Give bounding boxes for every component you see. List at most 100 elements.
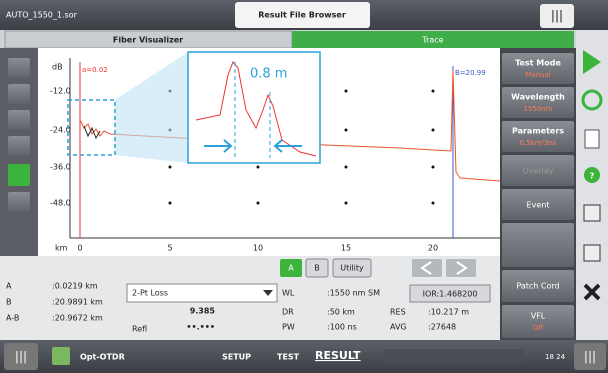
x-tick-label: 5 (167, 244, 172, 253)
dropdown-arrow (263, 290, 273, 296)
loss-value: 9.385 (190, 307, 216, 316)
setting-label: WL (282, 289, 295, 298)
x-tick-label: 10 (253, 244, 263, 253)
menu-icon: ||| (551, 9, 563, 23)
zoom-in[interactable] (8, 58, 30, 78)
marker-b-label: B (314, 264, 320, 273)
cursor-a-label: a=0.02 (82, 66, 108, 74)
setting-label: DR (282, 308, 294, 317)
side-button-label: Wavelength (511, 93, 565, 102)
side-button[interactable] (502, 121, 574, 152)
side-button-value: 0.5km/3ns (520, 139, 557, 147)
y-tick-label: -36.0 (50, 163, 71, 172)
side-button[interactable] (502, 189, 574, 220)
cursor-b-label: B=20.99 (455, 69, 486, 77)
next-button[interactable] (446, 259, 476, 277)
mode-label: 2-Pt Loss (132, 289, 168, 298)
zoom-distance: 0.8 m (250, 67, 287, 82)
setting-value: :50 km (327, 308, 355, 317)
file-name: AUTO_1550_1.sor (6, 11, 78, 20)
trace-noise (83, 125, 101, 140)
side-button-label: Parameters (512, 127, 564, 136)
close-icon[interactable] (583, 283, 601, 301)
menu-item[interactable]: SETUP (222, 353, 251, 362)
menu-item-active[interactable]: RESULT (315, 349, 361, 362)
zoom-out[interactable] (8, 84, 30, 104)
report-icon[interactable] (584, 129, 600, 149)
side-button-value: Off (533, 324, 544, 332)
load-icon[interactable] (583, 204, 601, 222)
x-tick-label: 15 (341, 244, 351, 253)
side-button[interactable] (502, 87, 574, 118)
help-icon[interactable] (584, 167, 600, 183)
menu-item[interactable]: TEST (277, 353, 300, 362)
zoom-window (187, 51, 321, 164)
marker-a-button[interactable] (280, 259, 302, 277)
icon-column (576, 30, 608, 340)
app-icon (52, 347, 70, 365)
side-button[interactable] (502, 155, 574, 186)
utility-button[interactable] (332, 258, 372, 278)
help-glyph: ? (590, 172, 595, 181)
setting-value: :27648 (428, 323, 456, 332)
browser-tab-label: Result File Browser (258, 11, 346, 20)
refl-value: ••.••• (186, 323, 215, 332)
overview[interactable] (8, 192, 30, 212)
side-button[interactable] (502, 270, 574, 302)
tray-icon: ||| (584, 350, 596, 364)
y-tick-label: -48.0 (50, 199, 71, 208)
prev-icon (420, 261, 432, 275)
home-icon: ||| (15, 350, 27, 364)
setting-label: PW (282, 323, 295, 332)
setting-label: RES (390, 308, 406, 317)
zoom-region[interactable] (67, 99, 116, 156)
tab-trace[interactable] (292, 31, 574, 48)
save-icon[interactable] (583, 244, 601, 262)
side-button-label: Test Mode (515, 59, 561, 68)
next-icon (456, 261, 468, 275)
arrow-left (273, 139, 302, 153)
menu-button[interactable] (540, 4, 574, 28)
setting-label: AVG (390, 323, 407, 332)
side-button[interactable] (502, 223, 574, 267)
mode-dropdown[interactable] (126, 283, 278, 303)
y-tick-label: -24.0 (50, 126, 71, 135)
side-button-label: Overlay (522, 167, 553, 176)
side-button[interactable] (502, 305, 574, 338)
tab-trace-label: Trace (421, 36, 443, 45)
browser-tab[interactable] (235, 2, 370, 28)
side-button-label: VFL (531, 312, 546, 321)
fit[interactable] (8, 110, 30, 130)
setting-value: :10.217 m (428, 308, 469, 317)
clock: 18 24 (545, 353, 566, 361)
x-unit: km (55, 244, 68, 253)
x-tick-label: 20 (428, 244, 438, 253)
marker-label: A-B (6, 314, 19, 323)
ior-value: IOR:1.468200 (423, 290, 478, 299)
marker-label: A (6, 282, 12, 291)
side-button-value: 1550nm (523, 105, 552, 113)
home-button[interactable] (4, 343, 38, 370)
refresh-icon[interactable] (581, 89, 603, 111)
run-icon[interactable] (583, 50, 601, 74)
refl-label: Refl (132, 325, 147, 334)
side-button[interactable] (502, 53, 574, 84)
pan[interactable] (8, 136, 30, 156)
side-button-label: Patch Cord (516, 282, 559, 291)
side-button-value: Manual (525, 71, 550, 79)
marker-b-button[interactable] (305, 258, 329, 278)
marker-value: :0.0219 km (52, 282, 98, 291)
status-icons (384, 349, 524, 363)
x-tick-label: 0 (77, 244, 82, 253)
prev-button[interactable] (412, 259, 442, 277)
app-name: Opt-OTDR (80, 353, 125, 362)
tray-button[interactable] (574, 343, 606, 370)
y-tick-label: -12.0 (50, 87, 71, 96)
cursor-tool[interactable] (8, 164, 30, 186)
y-unit: dB (52, 63, 63, 72)
arrow-right (204, 139, 233, 153)
ior-button[interactable] (409, 284, 491, 303)
setting-value: :100 ns (327, 323, 357, 332)
side-button-label: Event (527, 201, 550, 210)
